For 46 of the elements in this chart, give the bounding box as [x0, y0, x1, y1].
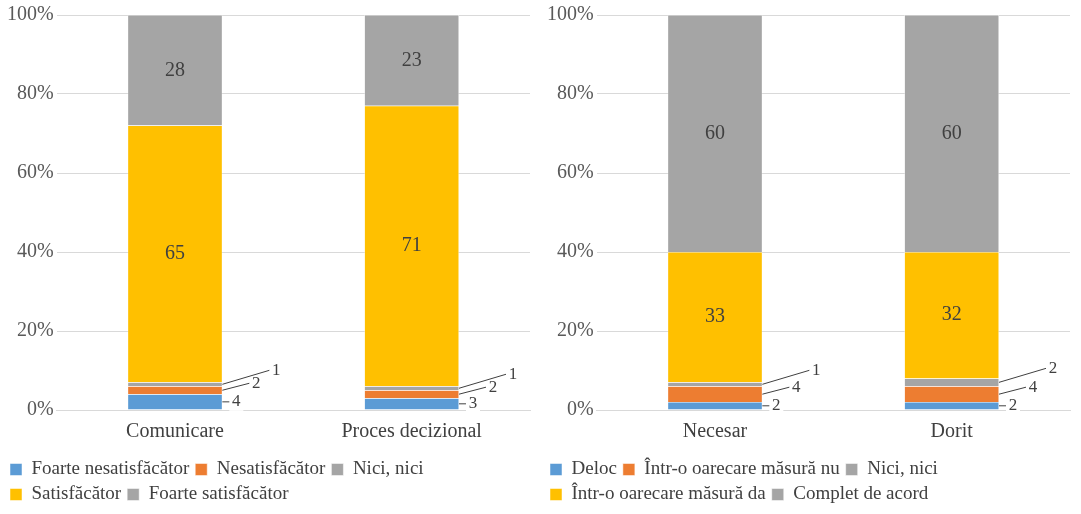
- data-label: 3: [468, 393, 478, 413]
- y-tick-label: 40%: [16, 239, 54, 262]
- legend-label: Complet de acord: [793, 482, 929, 504]
- data-label: 23: [401, 47, 422, 70]
- data-label: 2: [1048, 357, 1058, 377]
- data-label: 4: [232, 391, 242, 411]
- x-tick-label: Necesar: [682, 419, 748, 442]
- data-label: 2: [772, 395, 781, 415]
- data-label: 1: [272, 359, 281, 379]
- data-label: 4: [792, 376, 802, 396]
- legend-label: Nici, nici: [867, 457, 938, 479]
- data-label: 1: [812, 359, 821, 379]
- y-tick-label: 0%: [26, 397, 54, 420]
- y-tick-label: 100%: [546, 2, 594, 25]
- legend-label: Nici, nici: [352, 457, 424, 479]
- data-label: 60: [941, 120, 962, 143]
- data-label: 2: [488, 376, 498, 396]
- y-tick-label: 0%: [566, 397, 594, 420]
- legend-label: Într-o oarecare măsură nu: [644, 457, 841, 479]
- data-label: 2: [1008, 395, 1018, 415]
- data-label: 32: [941, 302, 962, 325]
- x-tick-label: Comunicare: [126, 419, 224, 442]
- y-tick-label: 80%: [556, 81, 594, 104]
- legend-label: Foarte satisfăcător: [148, 482, 290, 504]
- legend-label: Satisfăcător: [31, 482, 122, 504]
- data-label: 71: [401, 233, 422, 256]
- x-tick-label: Proces decizional: [341, 419, 483, 442]
- y-tick-label: 100%: [6, 2, 54, 25]
- legend-label: Deloc: [571, 457, 617, 479]
- legend-label: Într-o oarecare măsură da: [571, 482, 767, 504]
- legend-label: Foarte nesatisfăcător: [31, 457, 190, 479]
- data-label: 65: [165, 241, 185, 264]
- legend-label: Nesatisfăcător: [216, 457, 327, 479]
- data-label: 33: [705, 304, 725, 327]
- data-label: 4: [1028, 376, 1038, 396]
- y-tick-label: 60%: [16, 160, 54, 183]
- data-label: 1: [508, 363, 518, 383]
- data-label: 60: [705, 120, 725, 143]
- y-tick-label: 20%: [556, 318, 594, 341]
- data-label: 2: [252, 372, 261, 392]
- y-tick-label: 40%: [556, 239, 594, 262]
- y-tick-label: 20%: [16, 318, 54, 341]
- y-tick-label: 80%: [16, 81, 54, 104]
- data-label: 28: [165, 57, 185, 80]
- y-tick-label: 60%: [556, 160, 594, 183]
- x-tick-label: Dorit: [930, 419, 974, 442]
